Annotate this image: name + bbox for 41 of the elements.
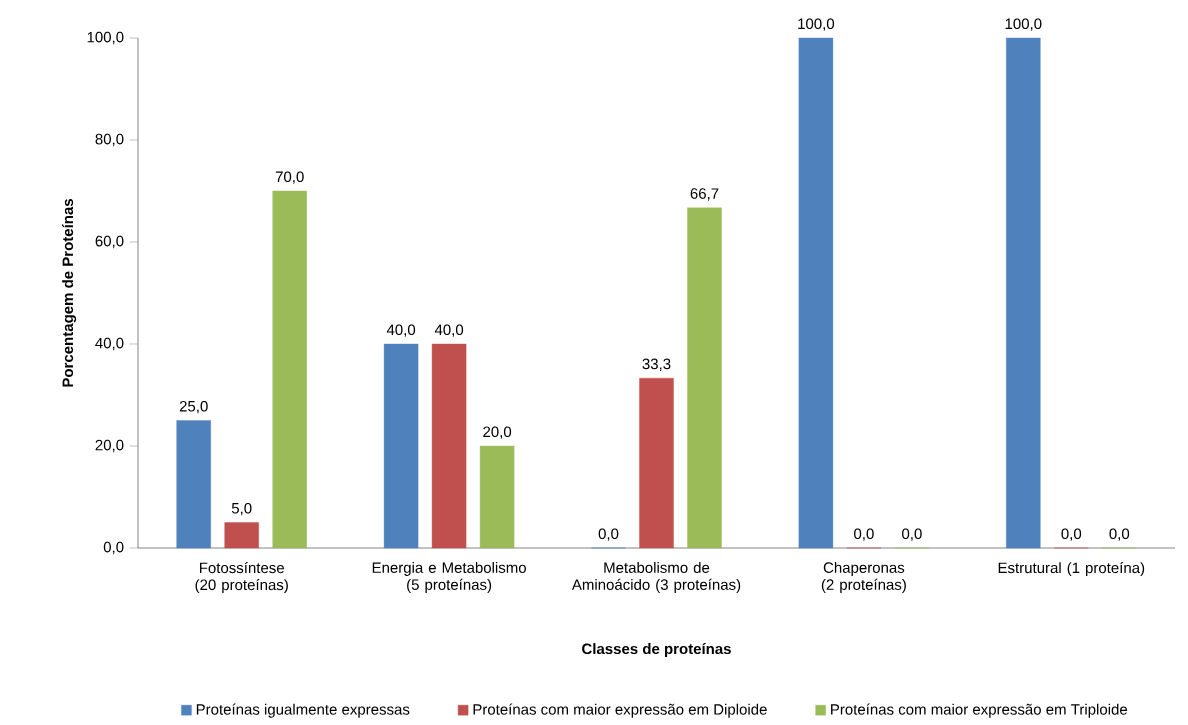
data-label: 100,0 [1005, 18, 1042, 31]
bar [798, 37, 834, 549]
data-label: 0,0 [902, 528, 922, 541]
bar [176, 420, 211, 549]
bar [479, 445, 515, 549]
bar [639, 377, 674, 549]
bar [272, 190, 307, 549]
x-tick-label: Chaperonas (2 proteínas) [821, 561, 906, 593]
data-label: 0,0 [1061, 528, 1082, 541]
data-label: 0,0 [854, 528, 874, 541]
data-label: 40,0 [434, 324, 464, 337]
data-label: 70,0 [275, 171, 304, 184]
bar [1006, 37, 1041, 549]
data-label: 40,0 [386, 324, 416, 337]
data-label: 25,0 [179, 400, 208, 414]
y-tick-label: 60,0 [95, 235, 124, 249]
x-tick-label: Estrutural (1 proteína) [998, 561, 1145, 577]
legend-label: Proteínas igualmente expressas [196, 703, 410, 718]
data-label: 66,7 [690, 188, 719, 201]
y-tick-label: 80,0 [95, 133, 124, 147]
data-label: 0,0 [1109, 528, 1130, 541]
legend-label: Proteínas com maior expressão em Triploide [831, 703, 1128, 718]
data-label: 100,0 [798, 18, 835, 31]
data-label: 5,0 [231, 502, 252, 516]
legend-label: Proteínas com maior expressão em Diploide [473, 703, 767, 718]
y-tick-label: 0,0 [103, 541, 124, 555]
bar [687, 207, 722, 549]
y-axis-title: Porcentagem de Proteínas [61, 199, 77, 387]
x-tick-label: Metabolismo de Aminoácido (3 proteínas) [571, 561, 741, 593]
data-label: 0,0 [598, 528, 619, 541]
x-tick-label: Energia e Metabolismo (5 proteínas) [372, 561, 526, 593]
x-tick-label: Fotossíntese (20 proteínas) [195, 561, 288, 594]
y-tick-label: 40,0 [95, 337, 124, 351]
x-axis-title: Classes de proteínas [582, 642, 731, 658]
y-tick-label: 100,0 [87, 31, 124, 45]
data-label: 33,3 [642, 358, 671, 371]
bar [224, 522, 259, 549]
bar [383, 343, 419, 549]
bar [431, 343, 467, 549]
y-tick-label: 20,0 [95, 439, 124, 453]
data-label: 20,0 [483, 426, 512, 439]
